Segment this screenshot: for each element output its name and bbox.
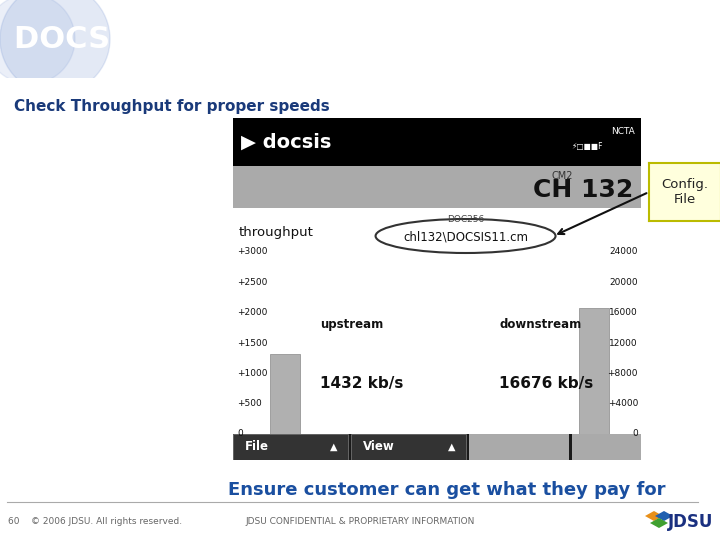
Text: 24000: 24000 [610, 247, 638, 256]
Text: downstream: downstream [499, 318, 581, 332]
Text: DOCSIS – Throughput Testing: DOCSIS – Throughput Testing [14, 24, 516, 53]
Bar [233, 166, 641, 208]
Text: +8000: +8000 [608, 369, 638, 378]
Text: +3000: +3000 [237, 247, 268, 256]
Text: 1432 kb/s: 1432 kb/s [320, 375, 403, 390]
Text: DOC256: DOC256 [447, 215, 484, 225]
Text: 16000: 16000 [609, 308, 638, 317]
Text: 20000: 20000 [609, 278, 638, 287]
Text: +2500: +2500 [237, 278, 267, 287]
Text: +500: +500 [237, 399, 262, 408]
Text: CH 132: CH 132 [533, 178, 633, 202]
Text: +1000: +1000 [237, 369, 268, 378]
Polygon shape [645, 511, 663, 521]
Bar [233, 434, 641, 460]
Text: +2000: +2000 [237, 308, 267, 317]
Bar [270, 354, 300, 434]
Text: ▲: ▲ [330, 442, 338, 452]
Text: 12000: 12000 [609, 339, 638, 348]
Text: View: View [363, 441, 395, 454]
Bar [469, 434, 569, 460]
Text: CM2: CM2 [551, 171, 572, 181]
Polygon shape [655, 511, 673, 521]
Text: upstream: upstream [320, 318, 383, 332]
Text: 0: 0 [237, 429, 243, 438]
Text: Config.
File: Config. File [662, 178, 708, 206]
Text: +4000: +4000 [608, 399, 638, 408]
Text: ▲: ▲ [449, 442, 456, 452]
Text: ▶ docsis: ▶ docsis [241, 132, 331, 152]
Text: ⚡□■■F: ⚡□■■F [571, 141, 603, 151]
Text: +1500: +1500 [237, 339, 268, 348]
Text: JDSU: JDSU [668, 513, 714, 531]
Circle shape [0, 0, 110, 94]
Circle shape [0, 0, 75, 84]
Text: 16676 kb/s: 16676 kb/s [499, 375, 593, 390]
Text: chl132\DOCSIS11.cm: chl132\DOCSIS11.cm [403, 231, 528, 244]
Text: 0: 0 [632, 429, 638, 438]
Text: Check Throughput for proper speeds: Check Throughput for proper speeds [14, 98, 330, 113]
Polygon shape [650, 518, 668, 528]
Bar [233, 118, 641, 166]
Text: JDSU CONFIDENTIAL & PROPRIETARY INFORMATION: JDSU CONFIDENTIAL & PROPRIETARY INFORMAT… [246, 517, 474, 526]
Text: throughput: throughput [239, 226, 314, 239]
Bar [572, 434, 641, 460]
Text: File: File [245, 441, 269, 454]
Text: 60    © 2006 JDSU. All rights reserved.: 60 © 2006 JDSU. All rights reserved. [8, 517, 182, 526]
Bar [351, 434, 466, 460]
Text: NCTA: NCTA [611, 127, 635, 137]
Bar [579, 307, 609, 434]
Text: Ensure customer can get what they pay for: Ensure customer can get what they pay fo… [228, 481, 665, 499]
Bar [233, 434, 348, 460]
